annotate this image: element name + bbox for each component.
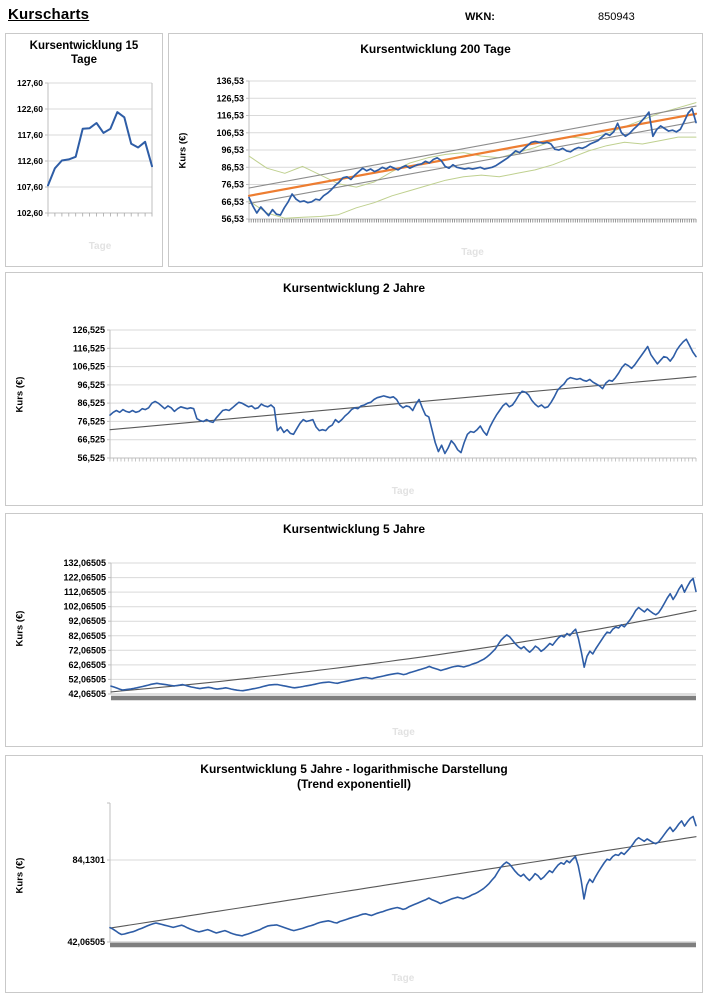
svg-text:76,53: 76,53	[221, 180, 244, 190]
svg-text:92,06505: 92,06505	[68, 616, 106, 626]
chart-subtitle: (Trend exponentiell)	[296, 777, 411, 791]
svg-text:76,525: 76,525	[77, 416, 105, 426]
x-axis-label: Tage	[88, 241, 112, 252]
svg-text:122,60: 122,60	[17, 104, 43, 114]
chart-canvas-15-tage: 127,60 122,60 117,60 112,60 107,60 102,60	[17, 78, 153, 218]
chart-canvas-5-jahre-log: 84,1301 42,06505	[67, 802, 697, 948]
chart-panel-5-jahre-log: Kursentwicklung 5 Jahre - logarithmische…	[5, 755, 703, 993]
svg-text:106,53: 106,53	[216, 128, 244, 138]
svg-text:116,53: 116,53	[217, 111, 244, 121]
svg-text:112,60: 112,60	[17, 156, 43, 166]
svg-text:102,60: 102,60	[17, 208, 43, 218]
chart-panel-15-tage: Kursentwicklung 15 Tage 127,60 122,60 117,…	[5, 33, 163, 267]
y-axis-label: Kurs (€)	[14, 610, 26, 647]
x-axis-label: Tage	[392, 727, 415, 738]
svg-text:66,525: 66,525	[77, 435, 105, 445]
svg-text:82,06505: 82,06505	[68, 631, 106, 641]
svg-text:86,53: 86,53	[221, 162, 244, 172]
chart-canvas-2-jahre: 126,525 116,525 106,525 96,525 86,525 76,525 6…	[72, 325, 697, 463]
svg-text:102,06505: 102,06505	[63, 602, 106, 612]
svg-text:127,60: 127,60	[17, 78, 43, 88]
svg-text:107,60: 107,60	[17, 182, 43, 192]
svg-text:66,53: 66,53	[221, 197, 244, 207]
chart-canvas-5-jahre: 132,06505 122,06505 112,06505 102,06505 92,0…	[63, 558, 697, 701]
svg-text:72,06505: 72,06505	[68, 645, 106, 655]
svg-text:52,06505: 52,06505	[68, 674, 106, 684]
y-axis-label: Kurs (€)	[14, 857, 26, 894]
x-axis-label: Tage	[391, 973, 415, 984]
svg-text:42,06505: 42,06505	[67, 937, 105, 947]
svg-text:136,53: 136,53	[216, 76, 244, 86]
svg-text:117,60: 117,60	[17, 130, 43, 140]
svg-text:132,06505: 132,06505	[63, 558, 106, 568]
chart-title: Kursentwicklung 2 Jahre	[282, 281, 426, 295]
chart-title: Kursentwicklung 5 Jahre - logarithmische…	[200, 762, 508, 776]
svg-text:112,06505: 112,06505	[64, 587, 106, 597]
wkn-label: WKN:	[465, 11, 495, 23]
x-axis-label: Tage	[391, 486, 415, 497]
chart-title: Kursentwicklung 200 Tage	[360, 42, 511, 56]
x-axis-label: Tage	[461, 247, 484, 258]
chart-panel-200-tage: Kursentwicklung 200 Tage Kurs (€) 136,53…	[168, 33, 703, 267]
chart-canvas-200-tage: 136,53 126,53 116,53 106,53 96,53 86,53 76,53 6…	[216, 76, 698, 224]
svg-text:126,53: 126,53	[216, 93, 244, 103]
svg-text:106,525: 106,525	[72, 362, 105, 372]
svg-text:84,1301: 84,1301	[72, 855, 105, 865]
svg-text:96,53: 96,53	[221, 145, 244, 155]
y-axis-label: Kurs (€)	[177, 132, 189, 168]
svg-text:56,525: 56,525	[77, 453, 105, 463]
page-title: Kurscharts	[8, 6, 90, 23]
y-axis-label: Kurs (€)	[14, 376, 26, 412]
svg-text:42,06505: 42,06505	[68, 689, 106, 699]
svg-text:96,525: 96,525	[77, 380, 105, 390]
wkn-value: 850943	[598, 11, 635, 23]
chart-title: Kursentwicklung 15 Tage	[29, 40, 139, 67]
svg-text:122,06505: 122,06505	[63, 573, 106, 583]
svg-text:126,525: 126,525	[72, 325, 105, 335]
svg-text:116,525: 116,525	[73, 343, 105, 353]
svg-text:86,525: 86,525	[77, 398, 105, 408]
chart-panel-5-jahre: Kursentwicklung 5 Jahre Kurs (€) 132,065…	[5, 513, 703, 747]
svg-text:56,53: 56,53	[221, 214, 244, 224]
chart-title: Kursentwicklung 5 Jahre	[282, 522, 426, 536]
chart-panel-2-jahre: Kursentwicklung 2 Jahre Kurs (€) 126,525…	[5, 272, 703, 506]
svg-text:62,06505: 62,06505	[68, 660, 106, 670]
